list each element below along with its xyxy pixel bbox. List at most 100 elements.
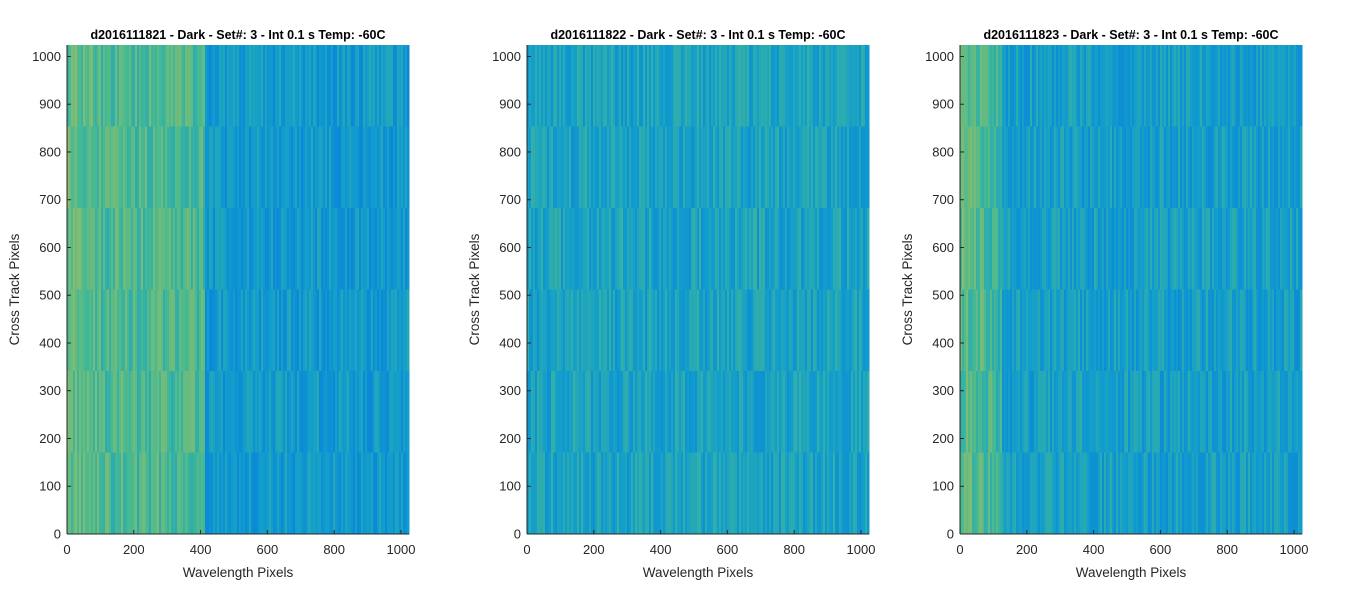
heatmap-cell <box>691 126 694 209</box>
heatmap-cell <box>859 126 862 209</box>
heatmap-cell <box>297 452 300 535</box>
heatmap-cell <box>833 289 836 372</box>
heatmap-cell <box>773 45 776 127</box>
heatmap-cell <box>1178 371 1181 453</box>
heatmap-cell <box>1058 452 1061 535</box>
heatmap-cell <box>285 289 288 372</box>
heatmap-cell <box>761 371 764 453</box>
heatmap-cell <box>1094 289 1097 372</box>
heatmap-cell <box>745 208 748 290</box>
heatmap-cell <box>1176 45 1179 127</box>
heatmap-cell <box>609 45 612 127</box>
heatmap-cell <box>1240 452 1243 535</box>
heatmap-cell <box>331 208 334 290</box>
heatmap-cell <box>1176 371 1179 453</box>
heatmap-cell <box>397 45 400 127</box>
heatmap-cell <box>763 289 766 372</box>
heatmap-cell <box>639 208 642 290</box>
heatmap-cell <box>335 452 338 535</box>
heatmap-cell <box>741 289 744 372</box>
heatmap-cell <box>533 208 536 290</box>
heatmap-cell <box>1172 126 1175 209</box>
heatmap-cell <box>167 208 170 290</box>
heatmap-cell <box>653 208 656 290</box>
heatmap-cell <box>741 126 744 209</box>
heatmap-cell <box>613 126 616 209</box>
heatmap-cell <box>717 126 720 209</box>
heatmap-cell <box>711 452 714 535</box>
heatmap-cell <box>1202 208 1205 290</box>
heatmap-cell <box>1076 126 1079 209</box>
heatmap-cell <box>1170 371 1173 453</box>
heatmap-cell <box>273 452 276 535</box>
heatmap-cell <box>553 289 556 372</box>
heatmap-cell <box>1082 371 1085 453</box>
heatmap-cell <box>195 452 198 535</box>
heatmap-cell <box>1178 289 1181 372</box>
heatmap-cell <box>267 208 270 290</box>
heatmap-cell <box>539 289 542 372</box>
heatmap-cell <box>555 289 558 372</box>
heatmap-cell <box>651 126 654 209</box>
heatmap-cell <box>297 371 300 453</box>
heatmap-cell <box>687 289 690 372</box>
heatmap-cell <box>557 45 560 127</box>
heatmap-cell <box>325 289 328 372</box>
heatmap-cell <box>1214 289 1217 372</box>
heatmap-cell <box>85 371 88 453</box>
heatmap-cell <box>669 126 672 209</box>
heatmap-cell <box>1004 208 1007 290</box>
heatmap-cell <box>225 45 228 127</box>
heatmap-cell <box>1186 452 1189 535</box>
heatmap-cell <box>1104 208 1107 290</box>
heatmap-cell <box>123 452 126 535</box>
heatmap-cell <box>649 452 652 535</box>
heatmap-cell <box>976 45 979 127</box>
heatmap-cell <box>1248 452 1251 535</box>
heatmap-cell <box>139 208 142 290</box>
heatmap-cell <box>531 126 534 209</box>
heatmap-cell <box>1078 289 1081 372</box>
heatmap-cell <box>575 208 578 290</box>
heatmap-cell <box>1240 45 1243 127</box>
heatmap-cell <box>803 452 806 535</box>
heatmap-cell <box>819 45 822 127</box>
heatmap-cell <box>835 45 838 127</box>
heatmap-cell <box>1208 289 1211 372</box>
heatmap-cell <box>1022 208 1025 290</box>
heatmap-cell <box>149 126 152 209</box>
heatmap-cell <box>273 45 276 127</box>
heatmap-cell <box>785 289 788 372</box>
heatmap-cell <box>1296 208 1299 290</box>
heatmap-cell <box>405 452 408 535</box>
heatmap-cell <box>609 452 612 535</box>
heatmap-cell <box>721 45 724 127</box>
heatmap-cell <box>405 126 408 209</box>
heatmap-cell <box>665 452 668 535</box>
heatmap-cell <box>591 452 594 535</box>
heatmap-cell <box>765 208 768 290</box>
heatmap-cell <box>1286 126 1289 209</box>
heatmap-cell <box>771 45 774 127</box>
heatmap-cell <box>1166 371 1169 453</box>
heatmap-cell <box>775 371 778 453</box>
heatmap-cell <box>527 45 530 127</box>
heatmap-cell <box>1138 208 1141 290</box>
heatmap-cell <box>749 126 752 209</box>
heatmap-cell <box>1224 208 1227 290</box>
heatmap-cell <box>777 452 780 535</box>
heatmap-cell <box>303 208 306 290</box>
heatmap-cell <box>1014 126 1017 209</box>
heatmap-cell <box>1046 452 1049 535</box>
heatmap-cell <box>91 289 94 372</box>
heatmap-cell <box>1016 452 1019 535</box>
heatmap-cell <box>1134 452 1137 535</box>
heatmap-cell <box>361 452 364 535</box>
heatmap-cell <box>1132 371 1135 453</box>
heatmap-cell <box>729 371 732 453</box>
heatmap-cell <box>147 452 150 535</box>
heatmap-cell <box>1258 208 1261 290</box>
heatmap-cell <box>353 126 356 209</box>
heatmap-cell <box>605 126 608 209</box>
heatmap-cell <box>1068 452 1071 535</box>
